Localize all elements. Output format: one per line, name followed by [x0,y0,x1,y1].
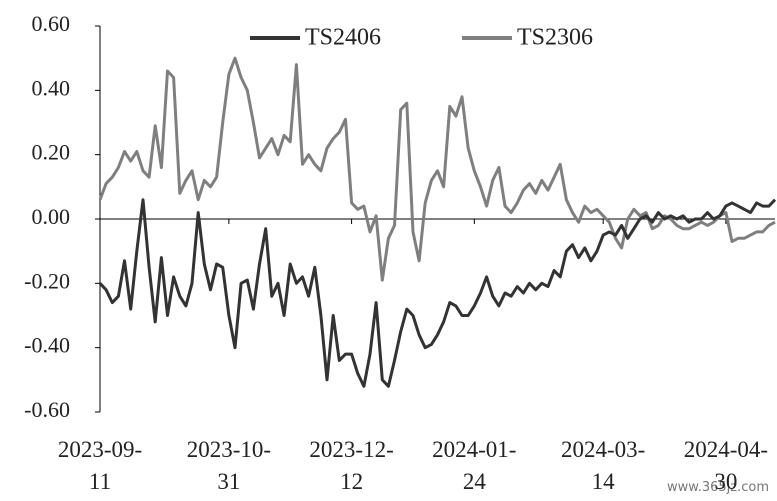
watermark: www.365jz.com [667,480,769,495]
x-tick-label: 2023-10-31 [186,437,272,494]
y-tick-label: -0.60 [24,397,70,422]
x-tick-label: 2023-09-11 [57,437,143,494]
y-tick-label: -0.20 [24,268,70,293]
x-tick-label: 2024-04-30 [683,437,769,494]
x-tick-label: 2024-03-14 [561,437,646,494]
x-tick-label: 2024-01-24 [432,437,517,494]
x-tick-label: 2023-12-12 [309,437,394,494]
series-line [98,198,777,388]
y-tick-label: 0.20 [32,140,71,165]
y-tick-label: -0.40 [24,333,70,358]
y-tick-label: 0.60 [32,11,71,36]
y-tick-label: 0.00 [32,204,71,229]
y-tick-label: 0.40 [32,75,71,100]
legend-label: TS2306 [517,25,593,51]
legend-label: TS2406 [305,25,381,51]
